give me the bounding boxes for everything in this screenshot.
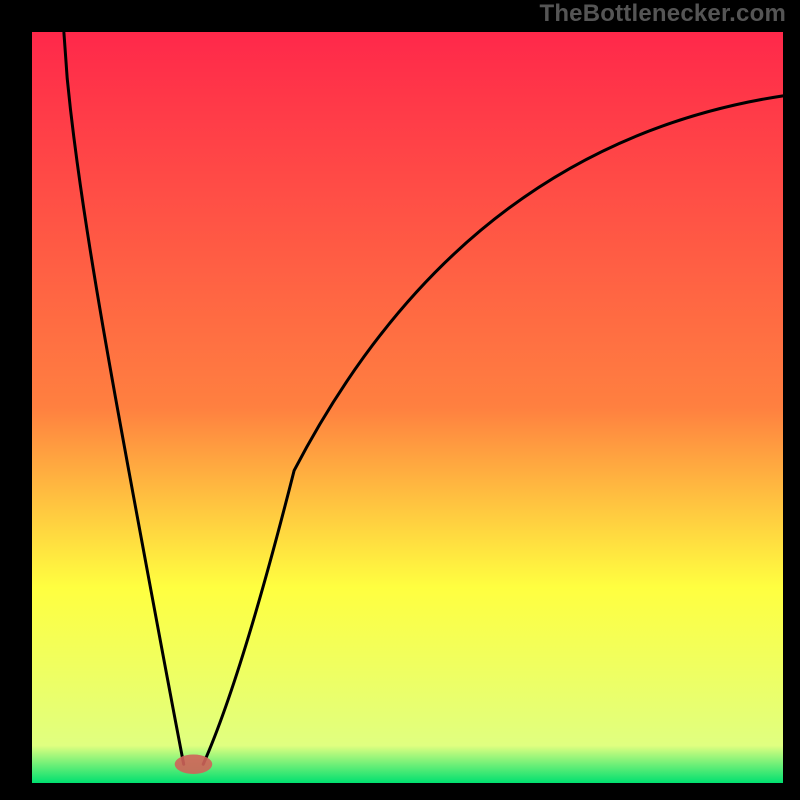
chart-container: TheBottlenecker.com — [0, 0, 800, 800]
bottleneck-curve-chart — [0, 0, 800, 800]
optimal-point-marker — [175, 754, 213, 774]
curve-left-branch — [64, 33, 184, 764]
watermark-text: TheBottlenecker.com — [539, 0, 786, 28]
curve-right-branch — [203, 96, 783, 764]
